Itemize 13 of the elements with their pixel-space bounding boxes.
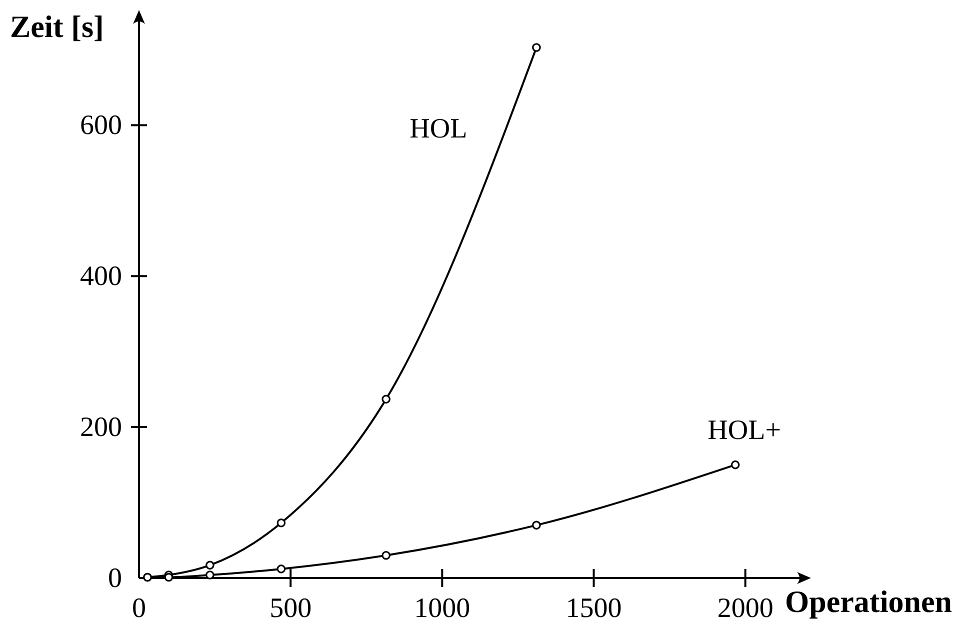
x-tick-label: 1500	[566, 593, 622, 621]
y-tick-label: 400	[80, 261, 122, 292]
x-tick-label: 2000	[717, 593, 774, 621]
y-tick-label: 0	[108, 562, 122, 594]
y-tick-label: 600	[80, 110, 122, 142]
y-axis-title: Zeit [s]	[10, 9, 104, 44]
series-label: HOL	[410, 113, 468, 144]
x-axis-title: Operationen	[785, 584, 952, 619]
series-label: HOL+	[708, 414, 781, 446]
y-tick-label: 200	[80, 412, 122, 444]
x-tick-label: 1000	[414, 593, 470, 621]
x-tick-label: 500	[270, 593, 312, 621]
x-tick-label: 0	[132, 593, 146, 621]
